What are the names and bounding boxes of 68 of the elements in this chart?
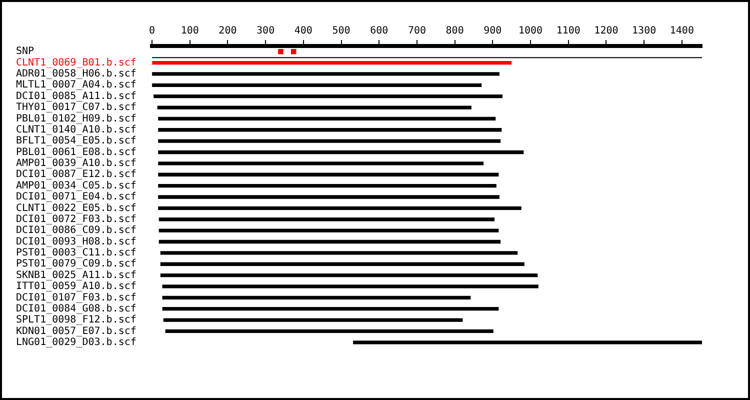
bar — [160, 251, 518, 255]
bar — [162, 284, 538, 288]
x-tick-label: 1300 — [632, 26, 656, 37]
x-tick-label: 0 — [148, 26, 156, 37]
bar — [157, 106, 472, 110]
y-tick-label: AMP01_0034_C05.b.scf — [16, 180, 136, 192]
y-tick-label: MLTL1_0007_A04.b.scf — [16, 80, 136, 91]
y-tick-label: CLNT1_0140_A10.b.scf — [16, 124, 136, 136]
y-tick-label: PST01_0079_C09.b.scf — [16, 258, 136, 270]
y-tick-label: DCI01_0107_F03.b.scf — [16, 292, 136, 304]
y-tick-label: SPLT1_0098_F12.b.scf — [16, 314, 136, 326]
y-tick-label: DCI01_0085_A11.b.scf — [16, 90, 136, 102]
bar — [158, 240, 501, 244]
bar — [158, 150, 524, 154]
x-tick-label: 700 — [408, 26, 426, 37]
bar — [165, 329, 494, 334]
y-tick-label: SNP — [16, 46, 34, 58]
y-tick-label: KDN01_0057_E07.b.scf — [16, 326, 136, 337]
bar — [158, 139, 501, 143]
x-tick-label: 1400 — [670, 26, 694, 37]
y-tick-label: AMP01_0039_A10.b.scf — [16, 158, 136, 170]
bar — [158, 195, 500, 199]
y-tick-label: DCI01_0071_E04.b.scf — [16, 192, 136, 203]
y-tick-label: BFLT1_0054_E05.b.scf — [16, 136, 136, 147]
x-tick-label: 900 — [484, 26, 502, 37]
bar — [162, 296, 471, 300]
bar — [353, 340, 702, 344]
y-tick-label: PST01_0003_C11.b.scf — [16, 248, 136, 259]
y-tick-label: DCI01_0084_G08.b.scf — [16, 303, 136, 314]
y-tick-label: THY01_0017_C07.b.scf — [16, 102, 136, 114]
y-tick-label: CLNT1_0022_E05.b.scf — [16, 202, 136, 214]
x-tick-label: 200 — [218, 26, 237, 37]
bar — [162, 307, 499, 311]
x-tick-label: 400 — [294, 26, 312, 37]
x-tick-label: 800 — [446, 26, 464, 37]
bar — [152, 60, 512, 65]
x-tick-label: 1200 — [594, 26, 618, 37]
bar — [158, 206, 522, 210]
y-tick-label: DCI01_0093_H08.b.scf — [16, 236, 136, 248]
bar — [158, 218, 495, 222]
bar — [152, 83, 482, 87]
y-tick-label: ADR01_0058_H06.b.scf — [16, 68, 136, 80]
bar — [154, 94, 502, 98]
y-tick-label: CLNT1_0069_B01.b.scf — [16, 57, 136, 68]
bar — [158, 172, 499, 176]
bar — [158, 116, 496, 121]
bar — [158, 128, 502, 132]
x-tick-label: 1000 — [518, 26, 543, 37]
x-tick-label: 1100 — [556, 26, 580, 37]
x-tick-label: 100 — [180, 26, 199, 37]
bar — [158, 184, 496, 188]
bar — [160, 273, 538, 278]
bar — [152, 72, 500, 76]
x-tick-label: 300 — [256, 26, 275, 37]
y-tick-label: DCI01_0072_F03.b.scf — [16, 214, 136, 225]
y-tick-label: SKNB1_0025_A11.b.scf — [16, 270, 136, 281]
bar — [160, 262, 524, 266]
x-tick-label: 500 — [332, 26, 350, 37]
bar — [158, 162, 484, 166]
y-tick-label: DCI01_0086_C09.b.scf — [16, 225, 136, 236]
bar — [158, 228, 499, 232]
y-tick-label: PBL01_0102_H09.b.scf — [16, 113, 136, 124]
y-tick-label: ITT01_0059_A10.b.scf — [16, 281, 136, 292]
x-tick-label: 600 — [370, 26, 388, 37]
y-tick-label: DCI01_0087_E12.b.scf — [16, 169, 136, 180]
y-tick-label: LNG01_0029_D03.b.scf — [16, 337, 136, 348]
y-tick-label: PBL01_0061_E08.b.scf — [16, 146, 136, 158]
bar — [163, 318, 463, 322]
